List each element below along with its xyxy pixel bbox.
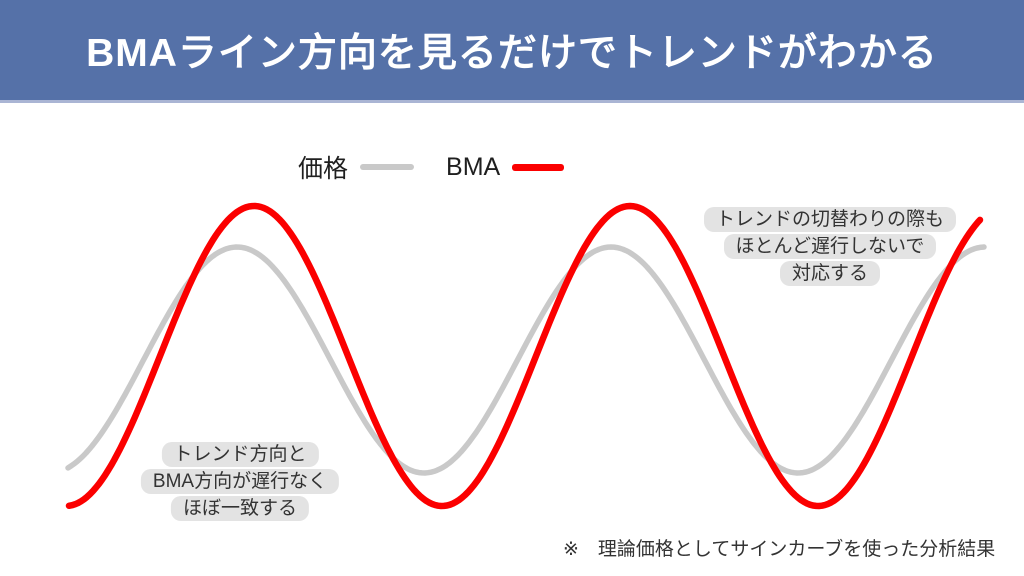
- price-line-swatch: [360, 164, 415, 170]
- legend-label-price: 価格: [298, 155, 349, 183]
- annotation-line: ほとんど遅行しないで: [723, 234, 937, 259]
- annotation-trend-switch: トレンドの切替わりの際も ほとんど遅行しないで 対応する: [703, 207, 957, 286]
- legend-label-bma: BMA: [446, 152, 501, 181]
- footnote: ※ 理論価格としてサインカーブを使った分析結果: [563, 534, 995, 561]
- legend-item-price: 価格: [298, 149, 415, 185]
- price-curve: [65, 244, 987, 476]
- annotation-line: ほぼ一致する: [170, 496, 309, 521]
- legend-item-bma: BMA: [446, 152, 565, 182]
- annotation-line: 対応する: [779, 261, 881, 286]
- bma-line-swatch: [512, 163, 565, 171]
- bma-curve: [65, 202, 984, 510]
- footnote-text: ※ 理論価格としてサインカーブを使った分析結果: [563, 539, 996, 560]
- annotation-line: トレンド方向と: [161, 442, 319, 467]
- annotation-direction-match: トレンド方向と BMA方向が遅行なく ほぼ一致する: [140, 442, 340, 521]
- annotation-line: トレンドの切替わりの際も: [703, 207, 957, 232]
- page-title: BMAライン方向を見るだけでトレンドがわかる: [86, 32, 938, 75]
- annotation-line: BMA方向が遅行なく: [140, 469, 340, 494]
- chart-legend: 価格 BMA: [298, 149, 565, 185]
- header-banner: BMAライン方向を見るだけでトレンドがわかる: [0, 0, 1024, 103]
